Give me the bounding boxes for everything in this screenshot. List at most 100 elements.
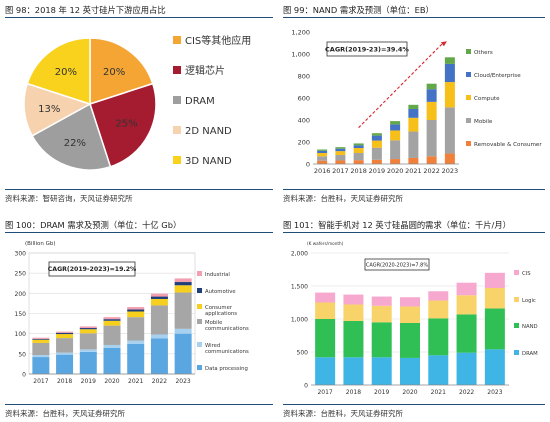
bar-segment — [32, 337, 50, 339]
bar-segment — [317, 149, 328, 151]
y-tick-label: 300 — [15, 251, 27, 258]
bar-segment — [103, 319, 121, 321]
legend-swatch — [197, 271, 202, 276]
bar-segment — [371, 135, 382, 141]
bar-segment — [353, 148, 364, 153]
bar-segment — [56, 332, 74, 335]
legend-label: Compute — [474, 96, 500, 102]
bar-segment — [103, 344, 121, 348]
y-tick-label: 100 — [15, 331, 27, 338]
pie-slice — [89, 82, 157, 168]
bar-segment — [353, 145, 364, 149]
legend-swatch — [466, 49, 471, 54]
bar-segment — [150, 305, 168, 335]
legend-label: 逻辑芯片 — [185, 64, 225, 77]
bar-segment — [353, 143, 364, 146]
bar-segment — [353, 153, 364, 161]
figure-98-panel: 图 98：2018 年 12 英寸硅片下游应用占比 20% 25% 22% 13% 20… — [5, 3, 273, 203]
bar-segment — [444, 63, 455, 83]
figure-100-title: 图 100：DRAM 需求及预测（单位：十亿 Gb） — [5, 218, 273, 233]
figure-98-title: 图 98：2018 年 12 英寸硅片下游应用占比 — [5, 3, 273, 18]
bar-segment — [428, 291, 449, 301]
legend-label: Data processing — [205, 366, 248, 372]
pie-value-label: 22% — [64, 138, 86, 149]
legend-swatch — [197, 342, 202, 347]
bar-segment — [317, 156, 328, 161]
cagr-annotation-box — [48, 261, 136, 277]
legend-swatch — [514, 270, 519, 275]
bar-segment — [174, 328, 192, 334]
bar-segment — [371, 140, 382, 148]
bar-segment — [343, 357, 364, 385]
y-tick-label: 0 — [304, 383, 308, 390]
legend-swatch — [173, 66, 181, 74]
cagr-annotation: CAGR(2019-23)=39.4% — [325, 45, 409, 53]
legend-label: 2D NAND — [185, 126, 232, 137]
legend-label: Others — [474, 50, 493, 56]
legend-label: communications — [205, 349, 249, 355]
legend-label: Mobile — [474, 119, 493, 125]
bar-segment — [408, 131, 419, 158]
bar-segment — [390, 124, 401, 131]
legend-swatch — [173, 96, 181, 104]
legend-swatch — [173, 36, 181, 44]
pie-slice — [89, 37, 154, 106]
legend-label: CIS — [522, 271, 531, 277]
legend-label: Logic — [522, 298, 536, 304]
pie-value-label: 20% — [55, 67, 77, 78]
legend-label: Wired — [205, 343, 220, 349]
bar-segment — [371, 159, 382, 164]
bar-segment — [353, 160, 364, 164]
bar-segment — [79, 349, 97, 352]
y-tick-label: 1,200 — [291, 29, 310, 37]
y-tick-label: 1,500 — [291, 284, 308, 291]
legend-label: CIS等其他应用 — [185, 34, 251, 47]
legend-swatch — [466, 95, 471, 100]
bar-segment — [484, 308, 505, 350]
bar-segment — [400, 357, 420, 385]
pie-value-label: 13% — [38, 104, 60, 115]
y-tick-label: 0 — [306, 161, 310, 169]
bar-segment — [317, 150, 328, 153]
bar-segment — [315, 319, 336, 358]
bar-segment — [484, 349, 505, 385]
bar-segment — [390, 140, 401, 160]
bar-segment — [390, 159, 401, 164]
bar-segment — [103, 320, 121, 326]
legend-swatch — [197, 288, 202, 293]
bar-segment — [428, 318, 449, 356]
legend-label: applications — [205, 311, 237, 317]
x-tick-label: 2017 — [332, 167, 349, 175]
x-tick-label: 2020 — [104, 378, 119, 385]
bar-segment — [371, 357, 392, 385]
y-tick-label: 1,000 — [291, 51, 310, 59]
bar-segment — [335, 148, 346, 152]
bar-chart-101: (K wafers/month) 0 500 1,000 1,500 2,000 2017 2… — [291, 241, 538, 396]
y-tick-label: 2,000 — [291, 251, 308, 258]
bar-segment — [32, 342, 50, 356]
y-tick-label: 400 — [298, 117, 310, 125]
bar-segment — [426, 120, 437, 157]
bar-segment — [426, 156, 437, 164]
legend-swatch — [466, 118, 471, 123]
bar-segment — [484, 272, 505, 288]
legend-label: communications — [205, 326, 249, 332]
cagr-annotation-box — [364, 258, 430, 271]
bar-segment — [371, 322, 392, 358]
bar-segment — [150, 338, 168, 374]
x-tick-label: 2017 — [33, 378, 48, 385]
y-tick-label: 600 — [298, 95, 310, 103]
figure-101-title: 图 101：智能手机对 12 英寸硅晶圆的需求（单位：千片/月） — [283, 218, 545, 233]
y-tick-label: 50 — [18, 351, 26, 358]
bar-chart-100: (Billion Gb) 0 50 100 150 200 250 300 2017 2018 20… — [15, 241, 249, 385]
bar-segment — [428, 300, 449, 319]
x-tick-label: 2018 — [350, 167, 367, 175]
bar-segment — [408, 157, 419, 164]
bar-segment — [103, 325, 121, 345]
legend-label: Automotive — [205, 289, 236, 295]
bar-segment — [335, 151, 346, 155]
figure-98-source: 资料来源：智研咨询，天风证券研究所 — [5, 189, 273, 204]
bar-segment — [79, 329, 97, 334]
